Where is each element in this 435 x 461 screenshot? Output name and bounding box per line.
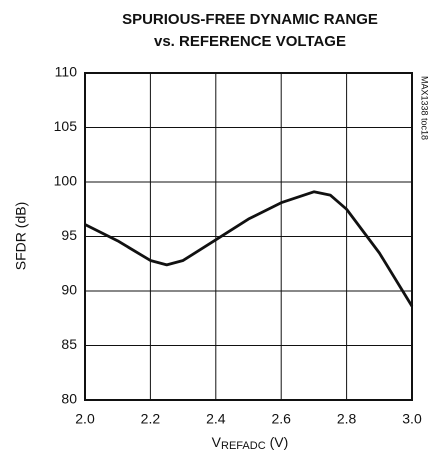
y-axis-label: SFDR (dB) bbox=[13, 202, 29, 270]
y-tick-label: 80 bbox=[61, 391, 77, 407]
x-tick-label: 3.0 bbox=[402, 411, 422, 427]
x-tick-label: 2.6 bbox=[271, 411, 291, 427]
x-tick-label: 2.0 bbox=[75, 411, 95, 427]
x-tick-label: 2.4 bbox=[206, 411, 226, 427]
y-tick-label: 95 bbox=[61, 227, 77, 243]
y-tick-label: 105 bbox=[54, 118, 78, 134]
annotation: MAX1338 toc18 bbox=[420, 76, 430, 140]
y-tick-label: 85 bbox=[61, 336, 77, 352]
chart-title: SPURIOUS-FREE DYNAMIC RANGE bbox=[122, 11, 378, 28]
x-tick-label: 2.2 bbox=[141, 411, 161, 427]
x-axis-label-unit: (V) bbox=[270, 434, 289, 450]
x-axis-label-sub: REFADC bbox=[221, 440, 266, 452]
data-line bbox=[84, 190, 414, 307]
x-axis-label: VREFADC (V) bbox=[212, 434, 289, 452]
x-axis-label-main: V bbox=[212, 434, 222, 450]
chart-title: vs. REFERENCE VOLTAGE bbox=[154, 33, 346, 50]
y-tick-label: 100 bbox=[54, 173, 78, 189]
plot-frame bbox=[84, 72, 413, 401]
y-tick-label: 110 bbox=[55, 64, 78, 80]
y-tick-label: 90 bbox=[61, 282, 77, 298]
x-tick-label: 2.8 bbox=[337, 411, 357, 427]
